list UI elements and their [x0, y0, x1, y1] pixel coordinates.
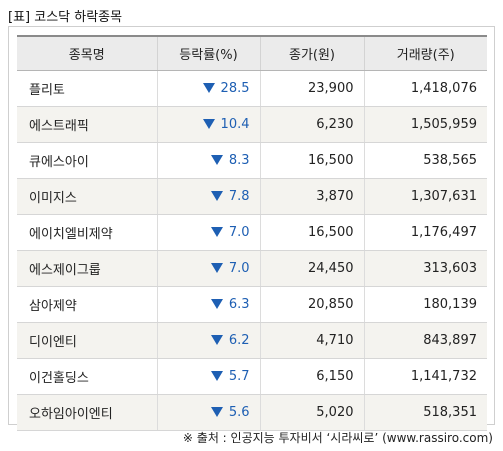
stock-name: 오하임아이엔티: [17, 394, 157, 431]
change-rate-value: 10.4: [220, 117, 250, 132]
change-rate-cell: 6.3: [156, 286, 260, 323]
change-rate-cell: 7.8: [156, 178, 260, 215]
closing-price: 23,900: [259, 70, 364, 107]
closing-price: 20,850: [259, 286, 364, 323]
closing-price: 24,450: [259, 250, 364, 287]
change-rate-value: 8.3: [228, 153, 250, 168]
down-triangle-icon: [210, 406, 223, 417]
trading-volume: 1,176,497: [363, 214, 487, 251]
change-rate-cell: 10.4: [156, 106, 260, 143]
table-row: 에스트래픽 10.4 6,230 1,505,959: [17, 106, 487, 143]
down-triangle-icon: [210, 298, 223, 309]
table-row: 큐에스아이 8.3 16,500 538,565: [17, 142, 487, 179]
change-rate-value: 6.2: [228, 333, 250, 348]
change-rate-value: 7.8: [228, 189, 250, 204]
down-triangle-icon: [210, 190, 223, 201]
change-rate-cell: 5.7: [156, 358, 260, 395]
table-header-row: 종목명 등락률(%) 종가(원) 거래량(주): [17, 35, 487, 71]
trading-volume: 313,603: [363, 250, 487, 287]
column-header-volume: 거래량(주): [363, 35, 487, 71]
closing-price: 16,500: [259, 214, 364, 251]
down-triangle-icon: [210, 226, 223, 237]
down-triangle-icon: [210, 154, 223, 165]
down-triangle-icon: [210, 370, 223, 381]
change-rate-value: 5.6: [228, 405, 250, 420]
stock-name: 에스트래픽: [17, 106, 157, 143]
change-rate-cell: 7.0: [156, 214, 260, 251]
table-row: 디이엔티 6.2 4,710 843,897: [17, 322, 487, 359]
change-rate-value: 5.7: [228, 369, 250, 384]
closing-price: 4,710: [259, 322, 364, 359]
change-rate-cell: 5.6: [156, 394, 260, 431]
source-note: ※ 출처 : 인공지능 투자비서 ‘시라씨로’ (www.rassiro.com…: [182, 431, 493, 445]
change-rate-cell: 7.0: [156, 250, 260, 287]
change-rate-value: 28.5: [220, 81, 250, 96]
change-rate-cell: 28.5: [156, 70, 260, 107]
trading-volume: 1,418,076: [363, 70, 487, 107]
change-rate-cell: 6.2: [156, 322, 260, 359]
down-triangle-icon: [202, 82, 215, 93]
column-header-price: 종가(원): [259, 35, 364, 71]
trading-volume: 180,139: [363, 286, 487, 323]
table-row: 이건홀딩스 5.7 6,150 1,141,732: [17, 358, 487, 395]
stock-table: 종목명 등락률(%) 종가(원) 거래량(주) 플리토 28.5 23,900 1,4…: [17, 35, 487, 431]
change-rate-value: 7.0: [228, 225, 250, 240]
stock-name: 플리토: [17, 70, 157, 107]
table-row: 에이치엘비제약 7.0 16,500 1,176,497: [17, 214, 487, 251]
change-rate-value: 6.3: [228, 297, 250, 312]
trading-volume: 1,505,959: [363, 106, 487, 143]
column-header-name: 종목명: [17, 35, 157, 71]
change-rate-cell: 8.3: [156, 142, 260, 179]
closing-price: 16,500: [259, 142, 364, 179]
stock-name: 이건홀딩스: [17, 358, 157, 395]
closing-price: 5,020: [259, 394, 364, 431]
trading-volume: 843,897: [363, 322, 487, 359]
down-triangle-icon: [210, 334, 223, 345]
stock-name: 에이치엘비제약: [17, 214, 157, 251]
closing-price: 3,870: [259, 178, 364, 215]
stock-name: 에스제이그룹: [17, 250, 157, 287]
stock-name: 디이엔티: [17, 322, 157, 359]
stock-name: 삼아제약: [17, 286, 157, 323]
table-row: 이미지스 7.8 3,870 1,307,631: [17, 178, 487, 215]
stock-name: 이미지스: [17, 178, 157, 215]
trading-volume: 1,141,732: [363, 358, 487, 395]
table-row: 플리토 28.5 23,900 1,418,076: [17, 70, 487, 107]
table-row: 오하임아이엔티 5.6 5,020 518,351: [17, 394, 487, 431]
table-row: 에스제이그룹 7.0 24,450 313,603: [17, 250, 487, 287]
down-triangle-icon: [210, 262, 223, 273]
change-rate-value: 7.0: [228, 261, 250, 276]
trading-volume: 1,307,631: [363, 178, 487, 215]
stock-name: 큐에스아이: [17, 142, 157, 179]
trading-volume: 518,351: [363, 394, 487, 431]
down-triangle-icon: [202, 118, 215, 129]
closing-price: 6,230: [259, 106, 364, 143]
table-body: 플리토 28.5 23,900 1,418,076 에스트래픽 10.4 6,230 1,50…: [17, 70, 487, 431]
column-header-rate: 등락률(%): [156, 35, 260, 71]
trading-volume: 538,565: [363, 142, 487, 179]
closing-price: 6,150: [259, 358, 364, 395]
table-row: 삼아제약 6.3 20,850 180,139: [17, 286, 487, 323]
page-title: [표] 코스닥 하락종목: [8, 10, 123, 25]
